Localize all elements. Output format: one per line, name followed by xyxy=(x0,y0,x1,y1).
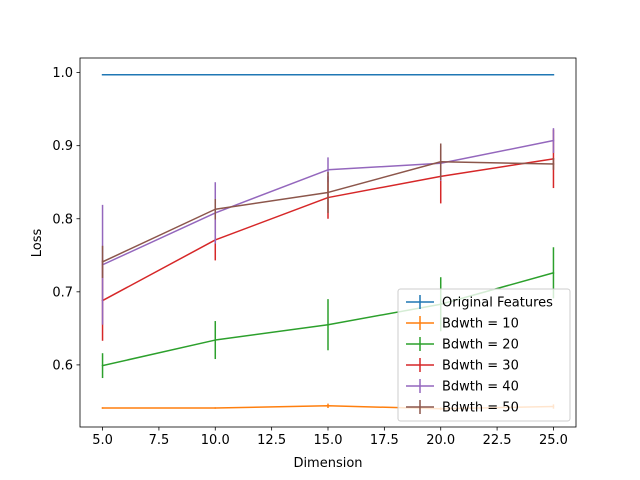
x-tick-label-2: 10.0 xyxy=(201,433,230,448)
y-tick-label-3: 0.9 xyxy=(52,139,73,154)
x-tick-label-4: 15.0 xyxy=(314,433,343,448)
legend-label-4: Bdwth = 40 xyxy=(442,380,519,395)
legend-label-1: Bdwth = 10 xyxy=(442,317,519,332)
series-5 xyxy=(101,143,555,278)
x-tick-label-0: 5.0 xyxy=(92,433,113,448)
legend-label-5: Bdwth = 50 xyxy=(442,401,519,416)
legend-item-5: Bdwth = 50 xyxy=(406,400,519,416)
series-layer xyxy=(101,74,555,411)
y-tick-label-2: 0.8 xyxy=(52,212,73,227)
x-tick-label-6: 20.0 xyxy=(426,433,455,448)
legend-item-3: Bdwth = 30 xyxy=(406,358,519,374)
legend-item-1: Bdwth = 10 xyxy=(406,316,519,332)
x-tick-label-8: 25.0 xyxy=(539,433,568,448)
y-axis-label: Loss xyxy=(30,229,45,258)
x-tick-label-7: 22.5 xyxy=(483,433,512,448)
legend-item-4: Bdwth = 40 xyxy=(406,379,519,395)
legend: Original Features Bdwth = 10 Bdwth = 20 Bdw… xyxy=(397,288,571,422)
legend-label-2: Bdwth = 20 xyxy=(442,338,519,353)
legend-item-0: Original Features xyxy=(406,295,553,311)
y-tick-label-0: 0.6 xyxy=(52,358,73,373)
y-tick-label-4: 1.0 xyxy=(52,66,73,81)
legend-item-2: Bdwth = 20 xyxy=(406,337,519,353)
x-tick-label-5: 17.5 xyxy=(370,433,399,448)
legend-box xyxy=(397,288,571,422)
x-axis-label: Dimension xyxy=(293,456,362,471)
legend-label-0: Original Features xyxy=(442,296,553,311)
x-tick-label-1: 7.5 xyxy=(149,433,170,448)
legend-label-3: Bdwth = 30 xyxy=(442,359,519,374)
x-tick-label-3: 12.5 xyxy=(257,433,286,448)
y-tick-label-1: 0.7 xyxy=(52,285,73,300)
axes-layer: 5.0 7.5 10.0 12.5 15.0 17.5 20.0 22.5 25.0 0.6 0.7… xyxy=(52,57,577,448)
